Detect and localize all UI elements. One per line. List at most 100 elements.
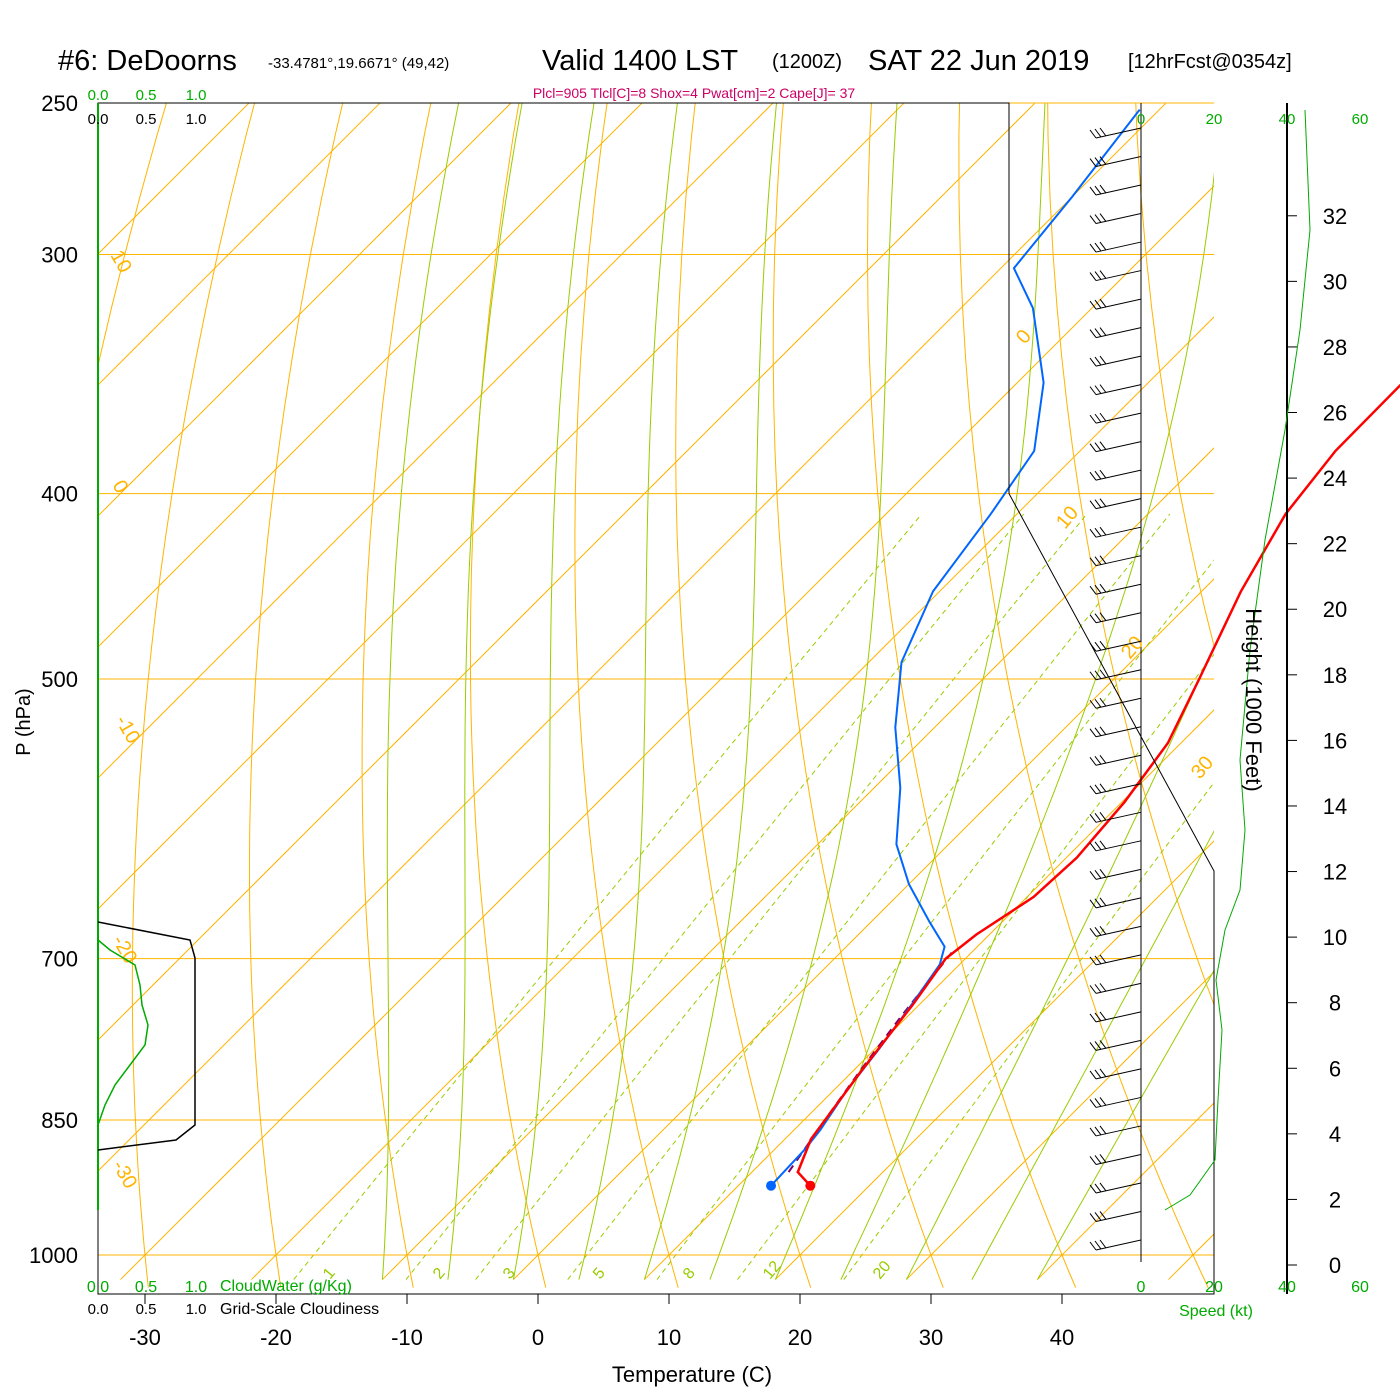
mixing-ratio-line [293,513,922,1280]
wind-barb [1095,669,1142,681]
wind-barb-flag [1094,841,1102,851]
dewpoint-profile [770,108,1141,1187]
isotherm-label: 10 [1052,502,1083,533]
pressure-tick-label: 300 [41,243,78,268]
wind-barb [1095,1153,1142,1165]
wind-barb-flag [1099,498,1107,507]
wind-barb-flag [1099,327,1107,336]
dry-adiabat [1135,103,1214,648]
moist-adiabat [643,103,777,1280]
wind-barb-flag [1094,813,1102,822]
wind-barb-flag [1089,699,1097,709]
surface-temperature-dot [805,1180,816,1191]
speed-axis-title: Speed (kt) [1179,1303,1253,1320]
wind-barb [1095,1125,1142,1137]
wind-barb-flag [1094,984,1102,993]
wind-barb-flag [1094,185,1102,195]
wind-barb-flag [1089,215,1097,224]
mixing-ratio-line [405,513,1024,1280]
cloudwater-tick-top: 0.0 [88,87,109,104]
speed-tick-top: 20 [1206,111,1223,128]
wind-barb-flag [1089,443,1097,452]
wind-barb-flag [1099,669,1107,679]
wind-barb-flag [1099,526,1107,536]
wind-barb-flag [1099,1154,1107,1163]
wind-barb-flag [1094,1212,1102,1221]
moist-adiabat [774,103,1046,1280]
forecast-text: [12hrFcst@0354z] [1128,51,1292,73]
wind-barb [1095,384,1142,396]
wind-barb [1095,213,1142,225]
height-tick-label: 0 [1329,1253,1341,1278]
wind-barb-flag [1099,412,1107,422]
wind-barb-flag [1094,927,1102,936]
isotherm-line [98,103,905,910]
dry-adiabat [1047,103,1214,1006]
mixing-ratio-label: 8 [680,1265,699,1283]
wind-barb [1095,127,1142,139]
x-tick-label: -10 [391,1325,423,1350]
wind-barb-flag [1089,1184,1097,1194]
wind-barb-flag [1089,272,1097,281]
wind-barb-flag [1094,271,1102,280]
wind-barb-flag [1094,442,1102,451]
surface-dewpoint-dot [766,1180,777,1191]
wind-barb-flag [1099,184,1107,194]
cloudiness-label: Grid-Scale Cloudiness [220,1301,379,1318]
wind-barb [1095,555,1142,567]
wind-barb-flag [1099,441,1107,450]
wind-barb-flag [1094,870,1102,879]
wind-barb-flag [1094,470,1102,480]
isotherm-label: -20 [108,932,142,968]
wind-barb-flag [1089,756,1097,766]
isotherm-line [906,971,1214,1280]
dry-adiabat [866,103,1077,1288]
wind-barb-flag [1099,812,1107,821]
wind-barb [1095,241,1142,253]
height-axis-title: Height (1000 Feet) [1241,608,1266,791]
height-tick-label: 14 [1323,794,1347,819]
wind-barb-flag [1099,869,1107,878]
wind-barb-flag [1089,386,1097,395]
dry-adiabat [131,103,256,1288]
height-tick-label: 18 [1323,663,1347,688]
moist-adiabat [381,103,460,1280]
wind-barb [1095,184,1142,196]
wind-barb [1095,783,1142,795]
wind-barb [1095,355,1142,367]
wind-barb-flag [1099,1182,1107,1192]
wind-barb-flag [1094,556,1102,565]
dry-adiabat [98,103,167,369]
background-lines [98,102,1214,1288]
wind-barb-flag [1094,413,1102,423]
wind-barb-flag [1099,897,1107,907]
dry-adiabat [772,103,944,1288]
wind-barb-flag [1094,1012,1102,1022]
wind-barb-flag [1094,955,1102,965]
wind-barb-flag [1099,983,1107,992]
wind-barb [1095,469,1142,481]
cloudwater-tick-bottom: 1.0 [185,1279,207,1296]
cloudiness-tick-bottom: 1.0 [186,1301,207,1318]
zulu-time: (1200Z) [772,51,842,73]
height-tick-label: 30 [1323,269,1347,294]
wind-barb-flag [1094,157,1102,166]
wind-barb [1095,925,1142,937]
wind-barb-flag [1099,926,1107,935]
wind-barb [1095,811,1142,823]
moist-adiabat [447,103,523,1280]
moist-adiabat [840,172,1214,1280]
x-tick-label: 40 [1050,1325,1074,1350]
wind-barb-flag [1094,898,1102,908]
isotherm-label: 30 [1187,752,1218,783]
wind-barb-flag [1099,270,1107,279]
isotherm-label: 20 [1117,632,1148,663]
x-tick-label: -20 [260,1325,292,1350]
pressure-tick-label: 1000 [29,1243,78,1268]
wind-barb-flag [1094,1098,1102,1107]
wind-barb-flag [1089,842,1097,852]
isotherm-label: -30 [108,1157,142,1193]
wind-barb [1095,270,1142,282]
wind-barb-flag [1099,213,1107,222]
